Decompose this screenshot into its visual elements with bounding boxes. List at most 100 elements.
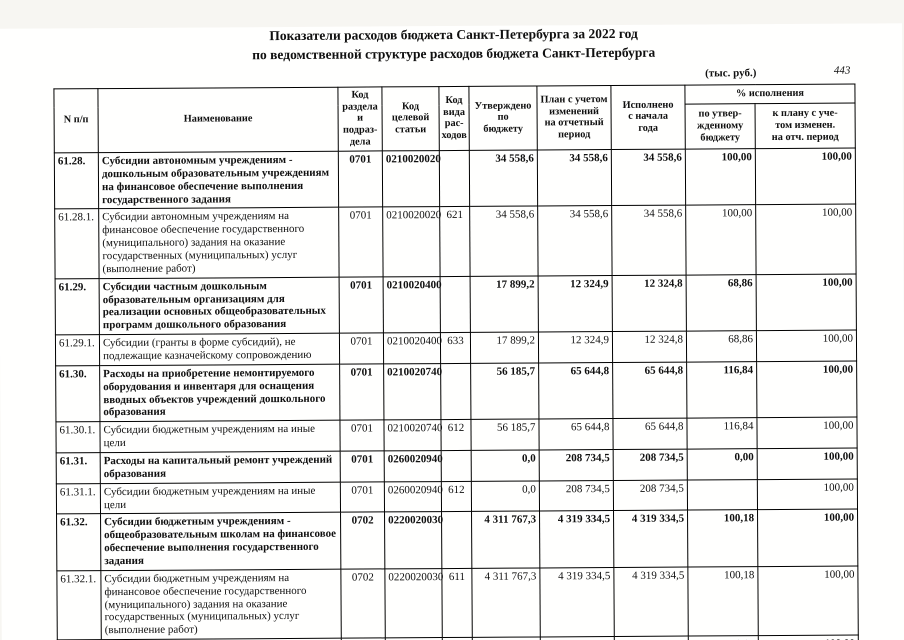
col-header-num: N п/п [53, 88, 99, 153]
row-target-code: 0210020020 [382, 206, 441, 277]
table-row: 61.29. Субсидии частным дошкольным образ… [55, 273, 857, 336]
row-name: Субсидии бюджетным учреждениям на финанс… [100, 569, 342, 640]
row-plan-with-changes: 34 558,6 [537, 205, 613, 276]
col-header-type-code: Код вида рас- ходов [438, 86, 470, 151]
col-header-plan: План с учетом изменений на отчетный пери… [536, 85, 612, 150]
row-section-code: 0701 [339, 420, 385, 452]
row-name: Субсидии бюджетным учреждениям на иные ц… [100, 481, 341, 515]
row-name: Субсидии автономным учреждениям - дошкол… [98, 151, 339, 210]
row-executed: 65 644,8 [612, 418, 688, 450]
row-name: Субсидии бюджетным учреждениям на иные ц… [99, 420, 341, 453]
col-header-name: Наименование [97, 86, 339, 153]
row-percent-budget: 90,09 [688, 635, 759, 640]
row-expense-type-code: 612 [440, 419, 472, 451]
row-target-code: 0210020400 [383, 332, 442, 364]
row-section-code: 0701 [339, 276, 384, 334]
row-name: Расходы на приобретение немонтируемого о… [99, 363, 340, 422]
row-expense-type-code [440, 363, 471, 420]
row-percent-plan: 100,00 [756, 273, 857, 331]
row-percent-plan: 100,00 [757, 565, 859, 636]
scanned-page: Показатели расходов бюджета Санкт-Петерб… [0, 23, 904, 640]
document-sheet: Показатели расходов бюджета Санкт-Петерб… [53, 24, 860, 640]
row-section-code: 0701 [338, 150, 383, 208]
row-target-code: 0220020030 [384, 511, 443, 569]
row-executed: 65 644,8 [612, 361, 687, 419]
row-approved-budget: 34 558,6 [469, 149, 538, 207]
row-name: Субсидии автономным учреждениям на финан… [98, 207, 340, 279]
row-section-code: 0701 [339, 333, 384, 364]
row-percent-budget: 116,84 [686, 417, 758, 450]
row-expense-type-code: 633 [440, 332, 471, 364]
row-section-code: 0702 [340, 568, 386, 639]
table-row: 61.31.1. Субсидии бюджетным учреждениям … [56, 478, 858, 515]
row-percent-budget: 100,00 [685, 148, 756, 206]
row-number: 61.29.1. [55, 334, 100, 366]
row-executed: 34 558,6 [611, 148, 686, 206]
row-expense-type-code [439, 150, 470, 207]
row-executed: 34 558,6 [611, 205, 687, 276]
row-executed: 208 734,5 [613, 479, 688, 511]
row-approved-budget: 17 899,2 [470, 332, 539, 364]
table-row: 61.31. Расходы на капитальный ремонт учр… [56, 447, 858, 484]
col-header-section-code: Код раздела и подраз- дела [337, 86, 383, 152]
row-target-code: 0210020740 [383, 363, 442, 421]
table-body: 61.28. Субсидии автономным учреждениям -… [54, 147, 859, 640]
row-approved-budget: 4 311 767,3 [471, 511, 540, 569]
row-percent-plan: 100,00 [757, 447, 858, 480]
col-header-target-code: Код целевой статьи [381, 86, 440, 151]
row-approved-budget: 0,0 [471, 480, 540, 512]
row-target-code: 0210020400 [383, 276, 442, 334]
row-approved-budget: 56 185,7 [470, 419, 540, 451]
row-expense-type-code [441, 511, 472, 569]
row-percent-budget: 100,00 [685, 205, 757, 275]
row-percent-plan: 100,00 [756, 360, 857, 418]
row-number: 61.31. [56, 452, 101, 484]
row-number: 61.31.1. [56, 483, 101, 515]
row-section-code: 0701 [340, 481, 385, 513]
row-plan-with-changes: 65 644,8 [538, 362, 613, 420]
row-approved-budget: 4 311 767,3 [471, 567, 541, 638]
row-expense-type-code: 612 [441, 481, 472, 512]
row-target-code: 0260020940 [384, 450, 443, 482]
row-percent-budget: 0,00 [687, 448, 758, 480]
table-row: 61.30. Расходы на приобретение немонтиру… [55, 360, 857, 423]
row-number: 61.30.1. [55, 421, 101, 453]
row-expense-type-code [441, 450, 472, 482]
row-percent-budget: 68,86 [686, 274, 757, 332]
row-name: Расходы на капитальный ремонт учреждений… [100, 451, 341, 484]
row-executed: 208 734,5 [613, 449, 688, 481]
row-name: Субсидии (гранты в форме субсидий), не п… [99, 333, 340, 366]
row-section-code: 0701 [340, 450, 385, 482]
col-header-percent-plan: к плану с уче- том изменен. на отч. пери… [755, 102, 856, 149]
table-row: 61.30.1. Субсидии бюджетным учреждениям … [55, 417, 858, 453]
row-number: 61.30. [55, 365, 100, 423]
row-approved-budget: 56 185,7 [470, 362, 539, 420]
budget-table: N п/п Наименование Код раздела и подраз-… [53, 83, 860, 640]
row-section-code: 0701 [338, 207, 384, 277]
row-plan-with-changes: 208 734,5 [539, 449, 614, 481]
row-number: 61.29. [55, 278, 100, 336]
row-approved-budget: 17 899,2 [470, 275, 539, 333]
row-percent-budget: 116,84 [686, 361, 757, 419]
row-plan-with-changes: 4 319 334,5 [539, 510, 614, 568]
row-percent-plan: 100,00 [757, 509, 858, 567]
row-number: 61.32. [56, 514, 101, 571]
table-header: N п/п Наименование Код раздела и подраз-… [53, 83, 856, 153]
row-plan-with-changes: 12 324,9 [538, 331, 613, 363]
row-expense-type-code: 621 [439, 206, 471, 277]
row-plan-with-changes: 22 359,4 [540, 636, 615, 640]
row-target-code: 0210020020 [382, 150, 441, 208]
row-number: 61.28. [54, 152, 99, 210]
row-executed: 12 324,8 [612, 331, 687, 363]
table-row: 61.32. Субсидии бюджетным учреждениям - … [56, 509, 858, 571]
row-percent-budget: 100,18 [687, 510, 758, 567]
table-row: 61.28. Субсидии автономным учреждениям -… [54, 147, 856, 210]
row-number: 61.28.1. [54, 209, 100, 279]
units-note: (тыс. руб.) [705, 66, 757, 80]
row-plan-with-changes: 12 324,9 [538, 275, 613, 333]
row-expense-type-code [440, 276, 471, 333]
col-header-executed: Исполнено с начала года [610, 84, 686, 150]
row-percent-plan: 100,00 [755, 204, 857, 275]
row-target-code: 0210020740 [383, 419, 443, 451]
page-title-line2: по ведомственной структуре расходов бюдж… [252, 44, 656, 63]
